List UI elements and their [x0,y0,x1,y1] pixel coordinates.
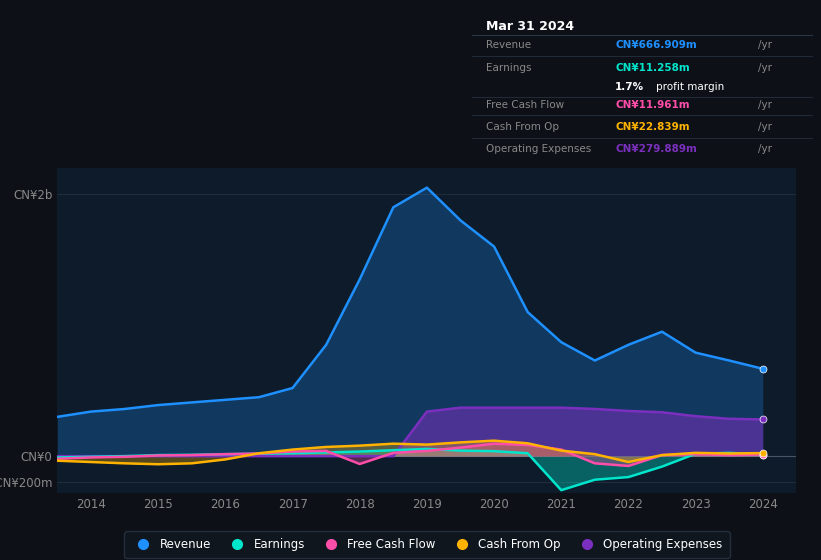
Text: Earnings: Earnings [486,63,531,73]
Text: 1.7%: 1.7% [615,82,644,91]
Text: Revenue: Revenue [486,40,531,50]
Text: /yr: /yr [759,144,773,155]
Text: /yr: /yr [759,100,773,110]
Text: /yr: /yr [759,122,773,132]
Text: Free Cash Flow: Free Cash Flow [486,100,564,110]
Text: CN¥279.889m: CN¥279.889m [615,144,697,155]
Text: profit margin: profit margin [656,82,724,91]
Legend: Revenue, Earnings, Free Cash Flow, Cash From Op, Operating Expenses: Revenue, Earnings, Free Cash Flow, Cash … [124,531,730,558]
Text: CN¥22.839m: CN¥22.839m [615,122,690,132]
Text: /yr: /yr [759,40,773,50]
Text: Cash From Op: Cash From Op [486,122,559,132]
Text: Mar 31 2024: Mar 31 2024 [486,21,574,34]
Text: Operating Expenses: Operating Expenses [486,144,591,155]
Text: CN¥666.909m: CN¥666.909m [615,40,697,50]
Text: /yr: /yr [759,63,773,73]
Text: CN¥11.258m: CN¥11.258m [615,63,690,73]
Text: CN¥11.961m: CN¥11.961m [615,100,690,110]
